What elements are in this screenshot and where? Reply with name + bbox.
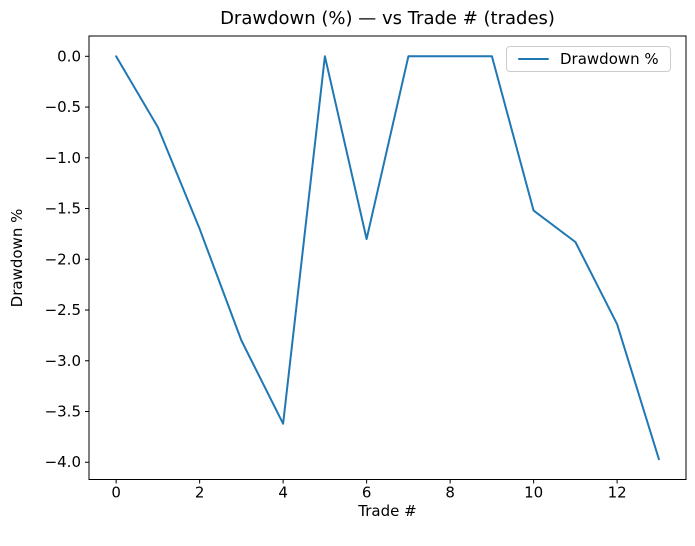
legend-line-sample: [518, 57, 549, 61]
x-axis-tick-label: 2: [195, 484, 205, 502]
x-axis-tick-label: 0: [111, 484, 121, 502]
data-line-drawdown: [115, 55, 660, 461]
y-axis-tick-label: −2.0: [45, 250, 81, 268]
x-axis-tick-label: 8: [445, 484, 455, 502]
y-axis-tick-label: −3.5: [45, 403, 81, 421]
legend-label: Drawdown %: [560, 50, 659, 68]
x-axis-tick-label: 12: [608, 484, 627, 502]
x-axis-tick-label: 6: [362, 484, 372, 502]
plot-area: 0 2 4 6 8 10 12 0.0 −0.5 −1.0 −1.5 −2.0 −2.5 −3.0 −3.5…: [45, 35, 687, 502]
y-axis-tick-label: −1.0: [45, 149, 81, 167]
y-axis-tick-label: 0.0: [57, 47, 81, 65]
chart-title: Drawdown (%) — vs Trade # (trades): [220, 8, 555, 29]
y-axis-label: Drawdown %: [8, 209, 26, 308]
x-axis-tick-label: 10: [524, 484, 543, 502]
y-axis-tick-label: −1.5: [45, 200, 81, 218]
legend: Drawdown %: [506, 46, 671, 72]
axes-frame: [88, 35, 687, 480]
x-axis-label: Trade #: [357, 502, 416, 520]
y-axis-tick-label: −2.5: [45, 301, 81, 319]
y-axis-tick-label: −0.5: [45, 98, 81, 116]
x-axis-tick-label: 4: [278, 484, 288, 502]
y-axis-tick-label: −4.0: [45, 453, 81, 471]
y-axis-tick-label: −3.0: [45, 352, 81, 370]
